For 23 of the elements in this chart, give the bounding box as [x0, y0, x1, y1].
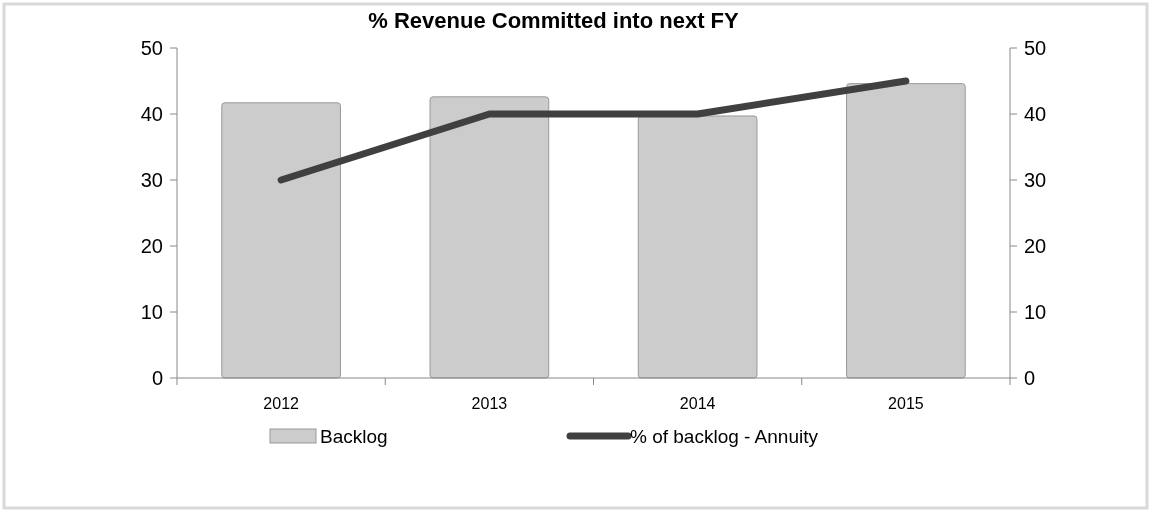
chart-title: % Revenue Committed into next FY [368, 8, 740, 33]
y-tick-label: 50 [140, 37, 163, 59]
y2-tick-label: 0 [1024, 367, 1036, 389]
x-tick-label: 2012 [263, 395, 300, 412]
y2-tick-label: 20 [1024, 235, 1047, 257]
x-tick-label: 2015 [888, 395, 924, 412]
y2-tick-label: 30 [1024, 169, 1047, 191]
y2-tick-label: 50 [1024, 37, 1047, 59]
y-tick-label: 10 [140, 301, 163, 323]
y-tick-label: 40 [140, 103, 163, 125]
x-tick-label: 2014 [679, 395, 716, 412]
legend-label: Backlog [320, 425, 388, 447]
y2-tick-label: 40 [1024, 103, 1047, 125]
bar [221, 102, 341, 379]
y-tick-label: 20 [140, 235, 163, 257]
y-tick-label: 30 [140, 169, 163, 191]
legend-label: % of backlog - Annuity [630, 425, 819, 447]
x-tick-label: 2013 [471, 395, 508, 412]
bar [637, 115, 758, 379]
y-tick-label: 0 [151, 367, 163, 389]
bar [429, 96, 550, 379]
bar [846, 83, 966, 379]
y2-tick-label: 10 [1024, 301, 1047, 323]
